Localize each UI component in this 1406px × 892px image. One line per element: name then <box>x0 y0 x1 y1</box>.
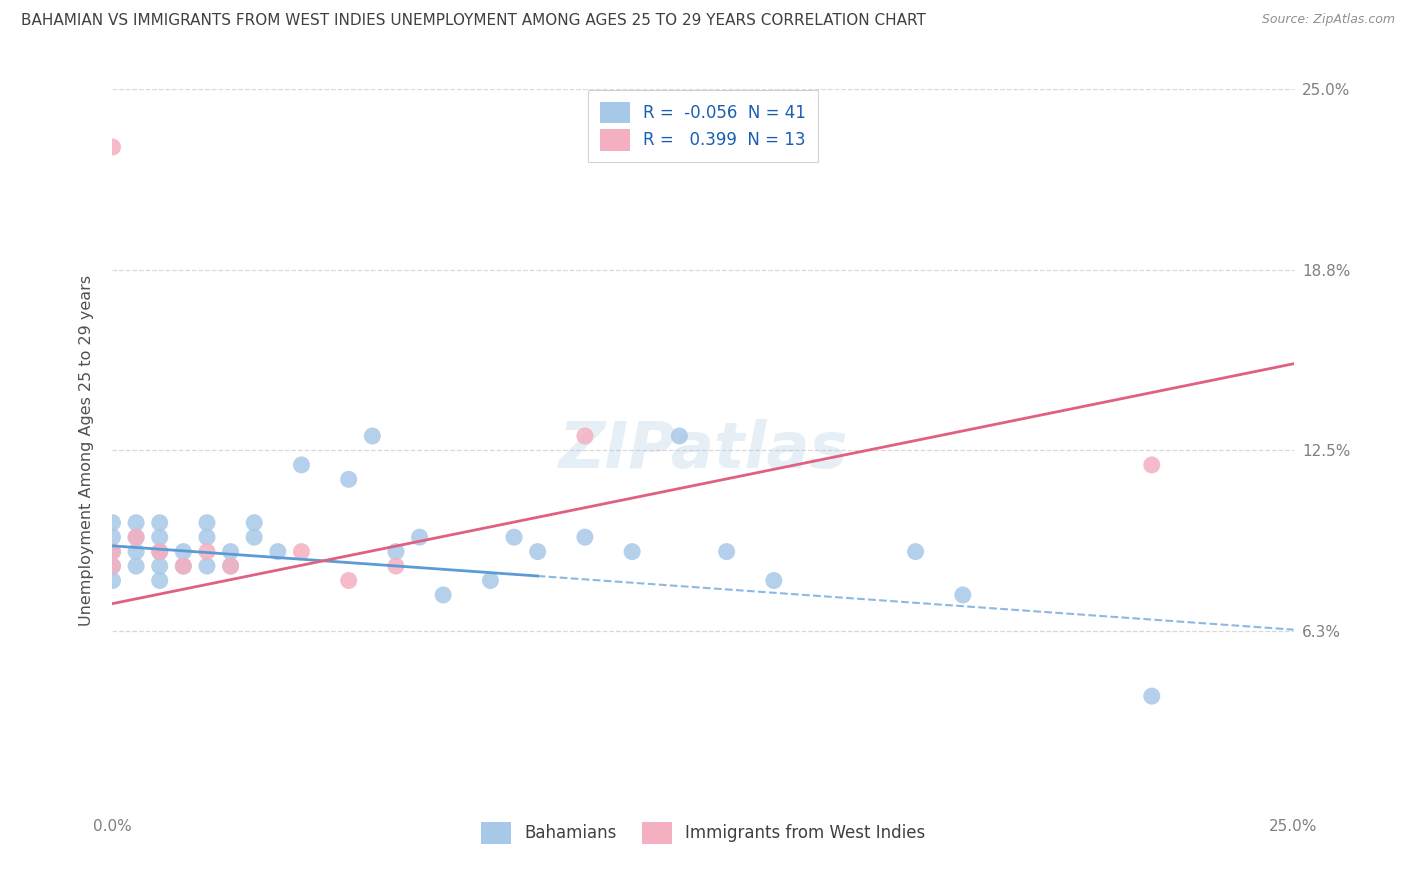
Point <box>149 544 172 558</box>
Point <box>479 574 502 588</box>
Point <box>195 530 218 544</box>
Point <box>195 544 218 558</box>
Text: ZIPatlas: ZIPatlas <box>558 419 848 482</box>
Point <box>149 574 172 588</box>
Point <box>125 559 148 574</box>
Point <box>243 516 266 530</box>
Point <box>904 544 927 558</box>
Text: BAHAMIAN VS IMMIGRANTS FROM WEST INDIES UNEMPLOYMENT AMONG AGES 25 TO 29 YEARS C: BAHAMIAN VS IMMIGRANTS FROM WEST INDIES … <box>21 13 927 29</box>
Point <box>290 458 312 472</box>
Point <box>337 472 360 486</box>
Text: Source: ZipAtlas.com: Source: ZipAtlas.com <box>1261 13 1395 27</box>
Legend: Bahamians, Immigrants from West Indies: Bahamians, Immigrants from West Indies <box>474 815 932 850</box>
Point <box>526 544 548 558</box>
Point <box>621 544 644 558</box>
Point <box>337 574 360 588</box>
Point <box>716 544 738 558</box>
Point <box>149 559 172 574</box>
Point <box>101 559 124 574</box>
Point <box>195 559 218 574</box>
Point <box>125 530 148 544</box>
Point <box>172 544 194 558</box>
Point <box>503 530 526 544</box>
Y-axis label: Unemployment Among Ages 25 to 29 years: Unemployment Among Ages 25 to 29 years <box>79 275 94 626</box>
Point <box>385 544 408 558</box>
Point <box>219 559 242 574</box>
Point <box>243 530 266 544</box>
Point <box>125 544 148 558</box>
Point <box>574 530 596 544</box>
Point <box>1140 458 1163 472</box>
Point <box>101 544 124 558</box>
Point <box>101 544 124 558</box>
Point <box>432 588 454 602</box>
Point <box>361 429 384 443</box>
Point <box>101 140 124 154</box>
Point <box>219 544 242 558</box>
Point <box>101 559 124 574</box>
Point <box>172 559 194 574</box>
Point <box>149 530 172 544</box>
Point <box>219 559 242 574</box>
Point <box>385 559 408 574</box>
Point <box>101 574 124 588</box>
Point <box>952 588 974 602</box>
Point <box>172 559 194 574</box>
Point <box>149 544 172 558</box>
Point <box>101 516 124 530</box>
Point <box>125 530 148 544</box>
Point <box>125 516 148 530</box>
Point <box>101 530 124 544</box>
Point <box>1140 689 1163 703</box>
Point <box>149 516 172 530</box>
Point <box>290 544 312 558</box>
Point <box>408 530 430 544</box>
Point <box>195 516 218 530</box>
Point <box>267 544 290 558</box>
Point <box>668 429 690 443</box>
Point <box>574 429 596 443</box>
Point <box>762 574 785 588</box>
